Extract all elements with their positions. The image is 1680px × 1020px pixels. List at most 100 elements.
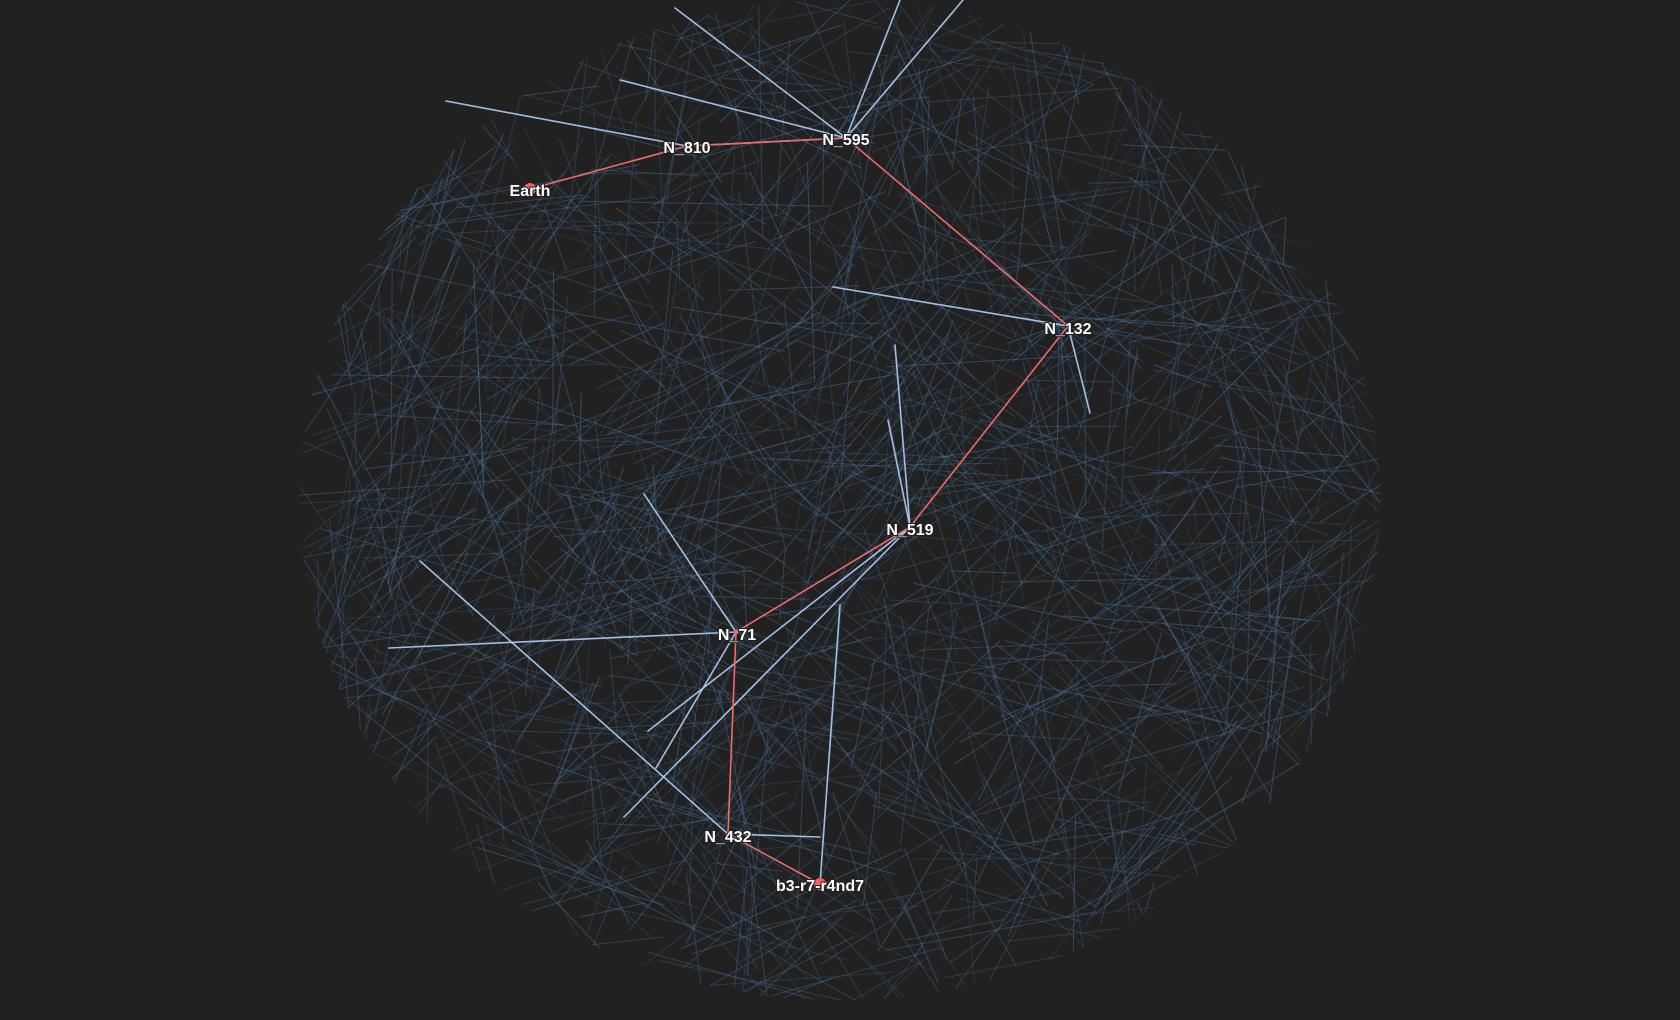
node-marker[interactable]	[684, 143, 690, 149]
mesh-edge	[948, 912, 1022, 964]
mesh-edge	[629, 364, 756, 526]
mesh-edge	[327, 303, 397, 343]
mesh-edge	[1109, 438, 1199, 470]
mesh-edge	[556, 493, 793, 537]
mesh-edge	[568, 495, 595, 564]
mesh-edge	[626, 850, 688, 923]
mesh-edge	[1288, 669, 1349, 738]
mesh-edge	[331, 374, 550, 379]
mesh-edge	[593, 866, 625, 946]
mesh-edge	[758, 724, 812, 774]
mesh-edge	[842, 627, 923, 694]
mesh-edge	[675, 852, 722, 910]
node-marker[interactable]	[733, 629, 739, 635]
mesh-edge	[817, 642, 898, 751]
mesh-edge	[1214, 279, 1310, 412]
mesh-edge	[1153, 710, 1225, 748]
mesh-edge	[1274, 402, 1376, 433]
mesh-edge	[933, 849, 1175, 878]
mesh-edge	[1240, 165, 1251, 201]
mesh-edge	[725, 195, 826, 235]
mesh-edge	[502, 556, 542, 707]
mesh-edge	[988, 827, 1156, 848]
mesh-edge	[946, 355, 1051, 441]
mesh-edge	[999, 291, 1130, 504]
mesh-edge	[607, 316, 814, 425]
mesh-edge	[1203, 500, 1332, 564]
mesh-edge	[746, 844, 817, 851]
mesh-edge	[438, 196, 591, 223]
mesh-edge	[857, 668, 927, 763]
node-marker[interactable]	[843, 135, 849, 141]
mesh-edge	[540, 737, 646, 755]
mesh-edge	[772, 869, 905, 997]
mesh-edge	[757, 886, 941, 975]
mesh-edge	[1121, 762, 1300, 874]
mesh-edge	[772, 450, 778, 532]
mesh-edge	[1125, 348, 1139, 419]
mesh-edge	[481, 354, 552, 363]
node-marker[interactable]	[1065, 323, 1071, 329]
mesh-edge	[1008, 734, 1090, 937]
node-label: N_432	[704, 829, 751, 846]
mesh-edge	[1161, 622, 1328, 681]
mesh-edge	[354, 392, 357, 465]
mesh-edge	[882, 274, 976, 380]
mesh-edge	[684, 694, 875, 834]
mesh-edge	[895, 45, 953, 165]
mesh-edge	[455, 155, 611, 335]
mesh-edge	[934, 432, 1046, 571]
mesh-edge	[558, 758, 646, 774]
mesh-edge	[1205, 480, 1271, 594]
mesh-edge	[788, 707, 829, 859]
mesh-edge	[713, 750, 765, 838]
mesh-edge	[503, 242, 671, 297]
mesh-edge	[795, 237, 867, 328]
mesh-edge	[1219, 456, 1381, 494]
mesh-edge	[731, 484, 917, 633]
mesh-edge	[875, 16, 982, 68]
mesh-edge	[480, 222, 615, 353]
mesh-edge	[873, 673, 1022, 822]
mesh-edge	[588, 581, 707, 738]
mesh-edge	[553, 484, 655, 502]
mesh-edge	[431, 422, 490, 483]
mesh-edge	[615, 208, 690, 256]
mesh-edge	[785, 720, 1004, 836]
node-marker[interactable]	[907, 524, 913, 530]
mesh-edge	[1219, 385, 1307, 401]
mesh-edge	[1204, 661, 1328, 716]
mesh-edge	[299, 486, 381, 606]
mesh-edge	[1034, 654, 1089, 745]
mesh-edge	[550, 735, 731, 899]
mesh-edge	[339, 179, 461, 311]
mesh-edge	[1012, 208, 1196, 363]
mesh-edge	[1107, 797, 1119, 872]
mesh-edge	[875, 0, 922, 60]
neighbor-edge	[619, 79, 847, 139]
mesh-edge	[954, 656, 1118, 765]
mesh-edge	[510, 731, 581, 769]
mesh-edge	[381, 438, 488, 583]
mesh-edge	[547, 495, 618, 698]
mesh-edge	[1094, 602, 1309, 621]
mesh-edge	[537, 882, 600, 948]
mesh-edge	[645, 705, 782, 738]
mesh-edge	[355, 264, 488, 465]
endpoint-node-marker[interactable]	[814, 878, 826, 890]
mesh-edge	[732, 49, 839, 101]
mesh-edge	[738, 841, 874, 923]
mesh-edge	[1271, 542, 1315, 749]
mesh-edge	[1088, 180, 1159, 184]
mesh-edge	[1092, 816, 1224, 917]
mesh-edge	[867, 793, 981, 877]
mesh-edge	[842, 234, 940, 395]
mesh-edge	[1172, 712, 1260, 754]
mesh-edge	[1031, 98, 1164, 307]
node-marker[interactable]	[725, 831, 731, 837]
mesh-edge	[1109, 222, 1259, 334]
endpoint-node-marker[interactable]	[524, 183, 536, 195]
mesh-edge	[625, 422, 854, 491]
mesh-edge	[1183, 850, 1225, 872]
